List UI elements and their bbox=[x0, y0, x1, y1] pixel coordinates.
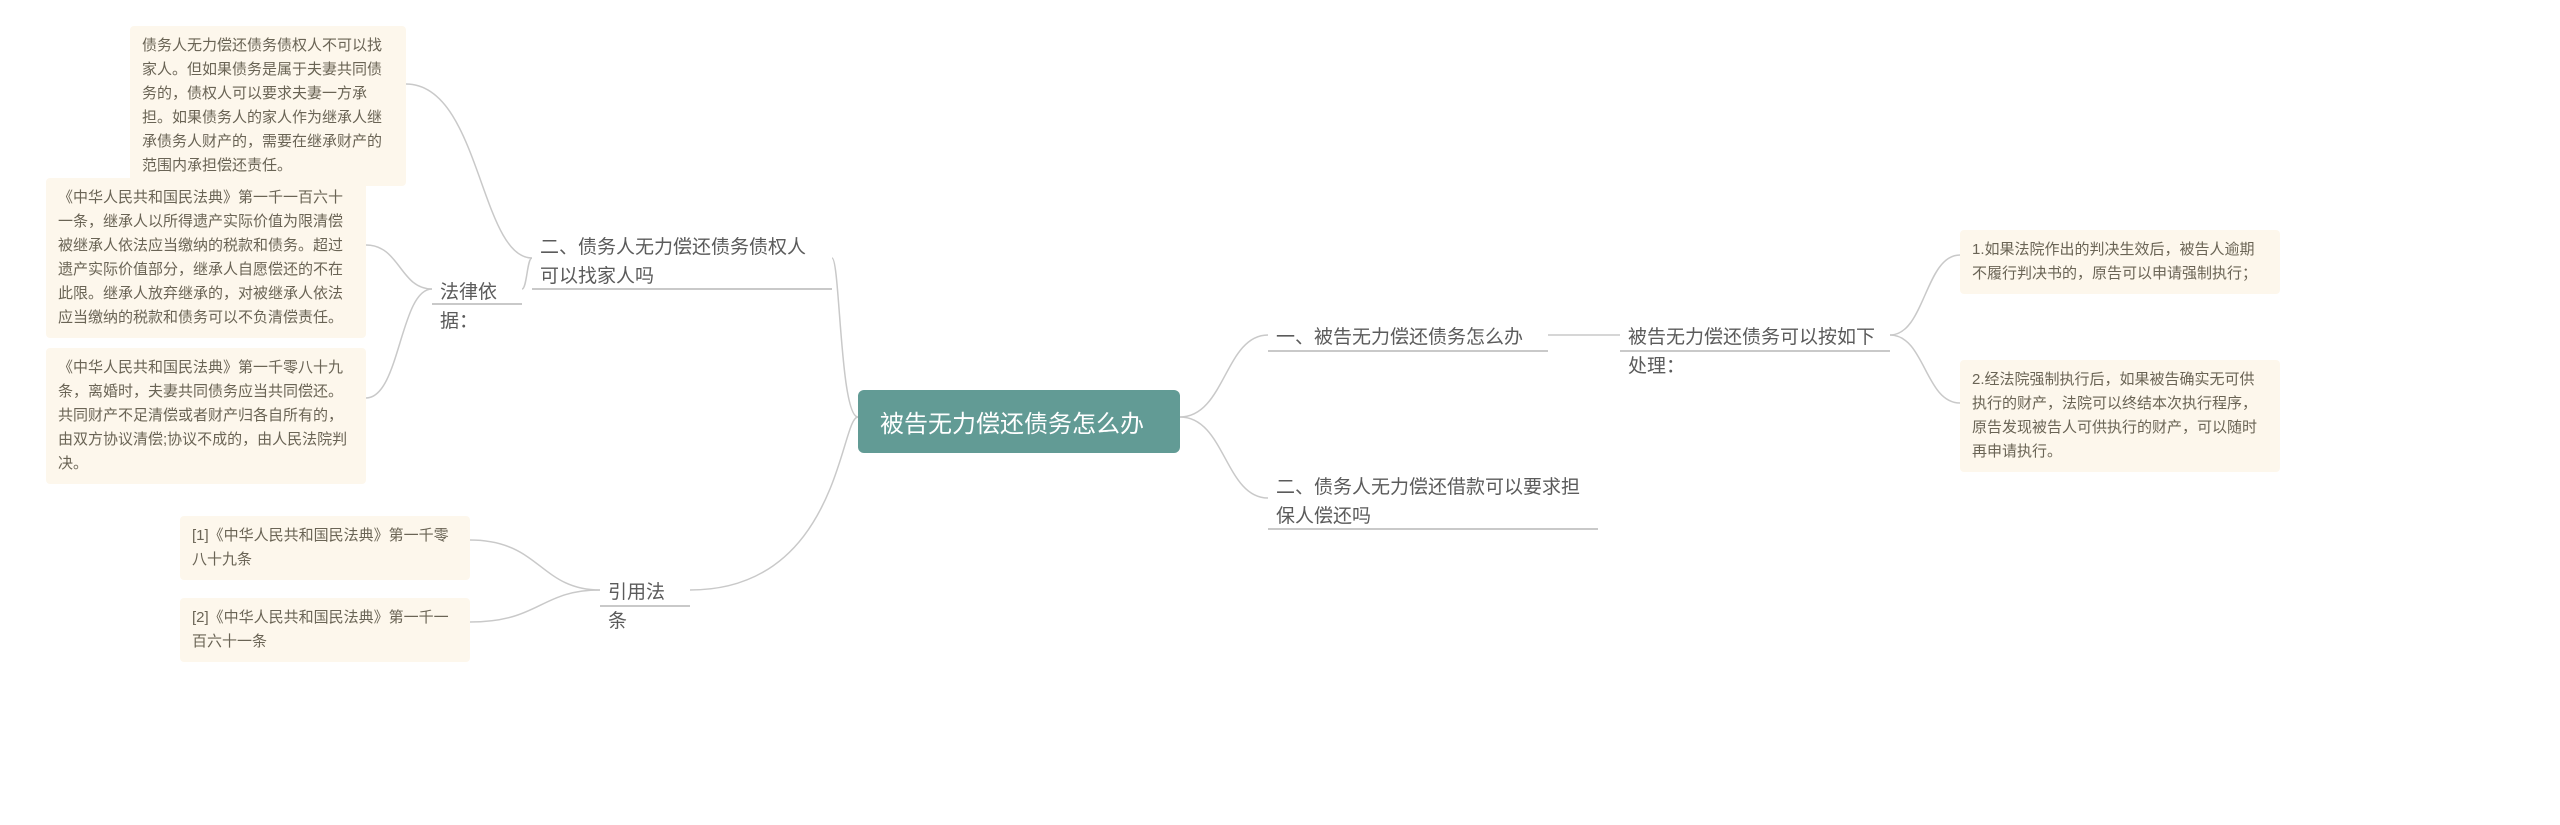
leaf-r1a1[interactable]: 1.如果法院作出的判决生效后，被告人逾期不履行判决书的，原告可以申请强制执行； bbox=[1960, 230, 2280, 294]
leaf-l1a[interactable]: 债务人无力偿还债务债权人不可以找家人。但如果债务是属于夫妻共同债务的，债权人可以… bbox=[130, 26, 406, 186]
leaf-text: 《中华人民共和国民法典》第一千一百六十一条，继承人以所得遗产实际价值为限清偿被继… bbox=[58, 189, 343, 326]
branch-label: 一、被告无力偿还债务怎么办 bbox=[1276, 327, 1523, 348]
branch-l2[interactable]: 引用法条 bbox=[600, 575, 690, 640]
mindmap-canvas: 被告无力偿还债务怎么办 一、被告无力偿还债务怎么办 被告无力偿还债务可以按如下处… bbox=[0, 0, 2560, 825]
branch-r1a[interactable]: 被告无力偿还债务可以按如下处理： bbox=[1620, 320, 1890, 385]
underline bbox=[600, 605, 690, 607]
center-label: 被告无力偿还债务怎么办 bbox=[880, 411, 1144, 438]
branch-l1[interactable]: 二、债务人无力偿还债务债权人可以找家人吗 bbox=[532, 230, 832, 295]
branch-label: 二、债务人无力偿还债务债权人可以找家人吗 bbox=[540, 237, 806, 287]
leaf-l2a[interactable]: [1]《中华人民共和国民法典》第一千零八十九条 bbox=[180, 516, 470, 580]
underline bbox=[532, 288, 832, 290]
underline bbox=[1620, 350, 1890, 352]
leaf-text: 2.经法院强制执行后，如果被告确实无可供执行的财产，法院可以终结本次执行程序，原… bbox=[1972, 371, 2257, 460]
leaf-text: 1.如果法院作出的判决生效后，被告人逾期不履行判决书的，原告可以申请强制执行； bbox=[1972, 241, 2257, 282]
branch-label: 引用法条 bbox=[608, 582, 665, 632]
branch-r2[interactable]: 二、债务人无力偿还借款可以要求担保人偿还吗 bbox=[1268, 470, 1598, 535]
leaf-l2b[interactable]: [2]《中华人民共和国民法典》第一千一百六十一条 bbox=[180, 598, 470, 662]
branch-label: 被告无力偿还债务可以按如下处理： bbox=[1628, 327, 1875, 377]
underline bbox=[432, 303, 522, 305]
center-topic[interactable]: 被告无力偿还债务怎么办 bbox=[858, 390, 1180, 453]
branch-label: 法律依据： bbox=[440, 282, 497, 332]
underline bbox=[1268, 350, 1548, 352]
underline bbox=[1268, 528, 1598, 530]
leaf-text: 《中华人民共和国民法典》第一千零八十九条，离婚时，夫妻共同债务应当共同偿还。共同… bbox=[58, 359, 347, 472]
branch-label: 二、债务人无力偿还借款可以要求担保人偿还吗 bbox=[1276, 477, 1580, 527]
branch-l1b[interactable]: 法律依据： bbox=[432, 275, 522, 340]
leaf-text: [2]《中华人民共和国民法典》第一千一百六十一条 bbox=[192, 609, 449, 650]
leaf-text: [1]《中华人民共和国民法典》第一千零八十九条 bbox=[192, 527, 449, 568]
leaf-text: 债务人无力偿还债务债权人不可以找家人。但如果债务是属于夫妻共同债务的，债权人可以… bbox=[142, 37, 382, 174]
leaf-l1b2[interactable]: 《中华人民共和国民法典》第一千零八十九条，离婚时，夫妻共同债务应当共同偿还。共同… bbox=[46, 348, 366, 484]
leaf-r1a2[interactable]: 2.经法院强制执行后，如果被告确实无可供执行的财产，法院可以终结本次执行程序，原… bbox=[1960, 360, 2280, 472]
leaf-l1b1[interactable]: 《中华人民共和国民法典》第一千一百六十一条，继承人以所得遗产实际价值为限清偿被继… bbox=[46, 178, 366, 338]
